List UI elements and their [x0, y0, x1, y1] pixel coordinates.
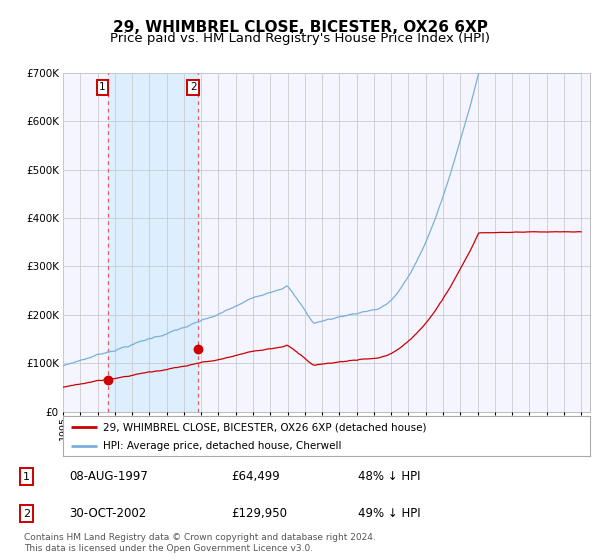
Text: 1: 1: [23, 472, 30, 482]
Text: 2: 2: [23, 509, 30, 519]
Text: 2: 2: [190, 82, 196, 92]
Point: [193, 344, 203, 353]
Text: 30-OCT-2002: 30-OCT-2002: [70, 507, 147, 520]
Text: 48% ↓ HPI: 48% ↓ HPI: [358, 470, 420, 483]
Point: [103, 376, 112, 385]
Text: 29, WHIMBREL CLOSE, BICESTER, OX26 6XP: 29, WHIMBREL CLOSE, BICESTER, OX26 6XP: [113, 20, 487, 35]
Text: HPI: Average price, detached house, Cherwell: HPI: Average price, detached house, Cher…: [103, 441, 341, 451]
Text: £64,499: £64,499: [231, 470, 280, 483]
Text: 08-AUG-1997: 08-AUG-1997: [70, 470, 148, 483]
Text: 49% ↓ HPI: 49% ↓ HPI: [358, 507, 420, 520]
Text: Price paid vs. HM Land Registry's House Price Index (HPI): Price paid vs. HM Land Registry's House …: [110, 32, 490, 45]
Text: Contains HM Land Registry data © Crown copyright and database right 2024.
This d: Contains HM Land Registry data © Crown c…: [24, 533, 376, 553]
Text: 1: 1: [99, 82, 106, 92]
Bar: [107, 73, 198, 412]
Text: 29, WHIMBREL CLOSE, BICESTER, OX26 6XP (detached house): 29, WHIMBREL CLOSE, BICESTER, OX26 6XP (…: [103, 422, 426, 432]
Text: £129,950: £129,950: [231, 507, 287, 520]
